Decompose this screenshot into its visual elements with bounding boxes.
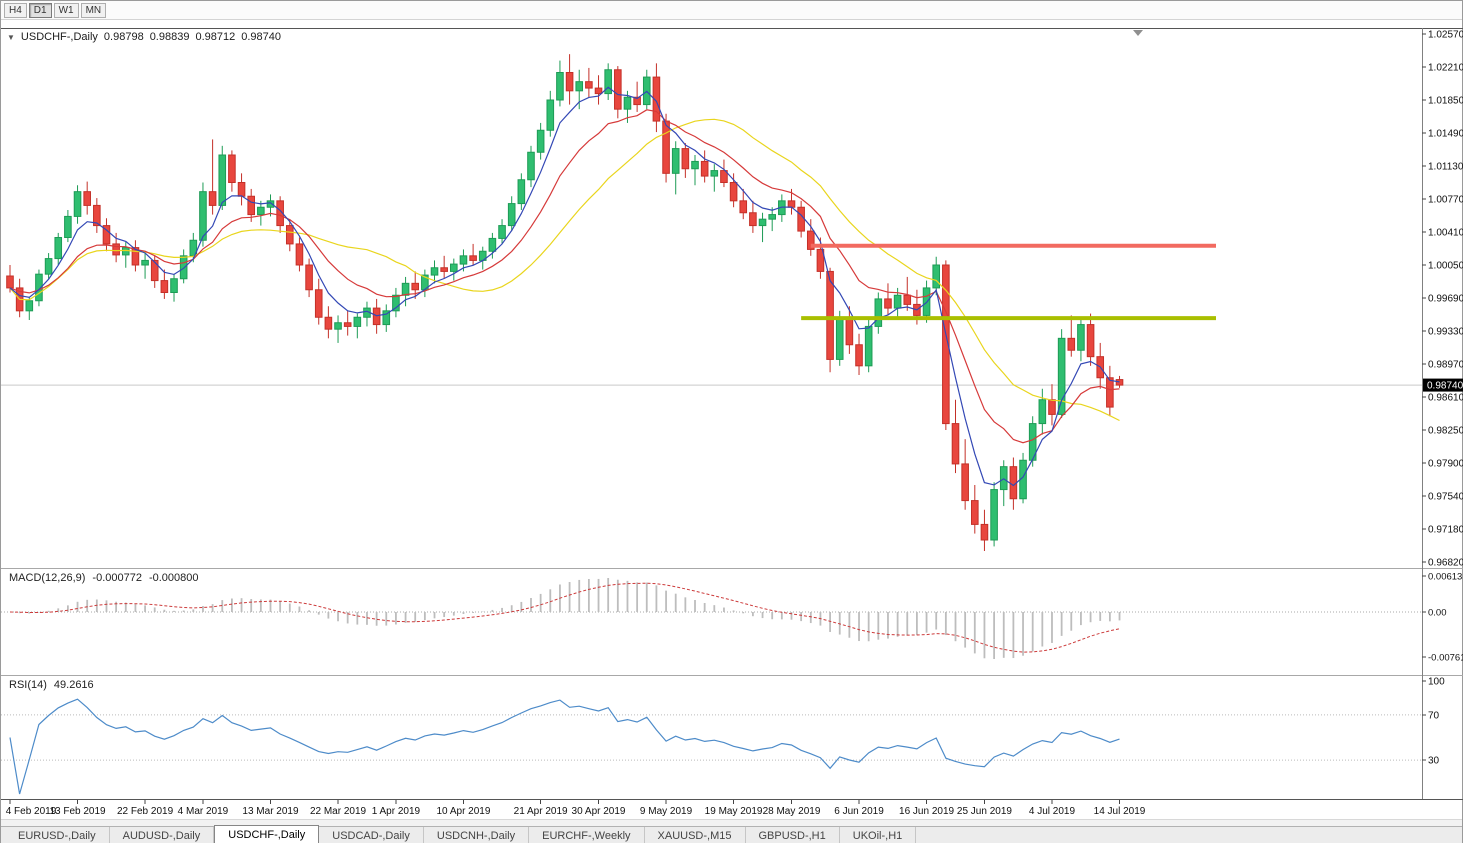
svg-text:22 Mar 2019: 22 Mar 2019 (310, 806, 367, 817)
svg-text:0.97900: 0.97900 (1428, 459, 1463, 470)
svg-text:14 Jul 2019: 14 Jul 2019 (1094, 806, 1146, 817)
svg-text:4 Feb 2019: 4 Feb 2019 (6, 806, 57, 817)
tab-xauusd-m15[interactable]: XAUUSD-,M15 (645, 827, 746, 843)
svg-text:0.98250: 0.98250 (1428, 426, 1463, 437)
svg-text:0.99330: 0.99330 (1428, 327, 1463, 338)
horizontal-scrollbar[interactable] (1, 819, 1462, 826)
macd-signal-line (9, 582, 1120, 653)
current-price-badge: 0.98740 (1423, 378, 1463, 392)
svg-text:21 Apr 2019: 21 Apr 2019 (514, 806, 568, 817)
tab-audusd-daily[interactable]: AUDUSD-,Daily (110, 827, 215, 843)
svg-text:1.00770: 1.00770 (1428, 195, 1463, 206)
ma-medium (9, 109, 1120, 444)
svg-text:10 Apr 2019: 10 Apr 2019 (436, 806, 490, 817)
svg-text:1.01850: 1.01850 (1428, 96, 1463, 107)
ma-slow (9, 118, 1120, 422)
svg-text:0.97540: 0.97540 (1428, 492, 1463, 503)
svg-text:25 Jun 2019: 25 Jun 2019 (957, 806, 1012, 817)
svg-text:16 Jun 2019: 16 Jun 2019 (899, 806, 954, 817)
svg-text:0.00: 0.00 (1428, 608, 1447, 619)
svg-text:0.99690: 0.99690 (1428, 294, 1463, 305)
svg-text:13 Feb 2019: 13 Feb 2019 (49, 806, 106, 817)
svg-text:0.98610: 0.98610 (1428, 393, 1463, 404)
svg-text:9 May 2019: 9 May 2019 (640, 806, 693, 817)
price-scale[interactable]: 1.02570 1.02210 1.01850 1.01490 1.01130 1.007… (1422, 30, 1463, 569)
svg-text:1.00410: 1.00410 (1428, 228, 1463, 239)
svg-text:4 Jul 2019: 4 Jul 2019 (1029, 806, 1076, 817)
svg-text:0.97180: 0.97180 (1428, 525, 1463, 536)
chart-shift-marker-icon[interactable] (1133, 30, 1143, 36)
tab-eurusd-daily[interactable]: EURUSD-,Daily (5, 827, 110, 843)
svg-text:0.96820: 0.96820 (1428, 558, 1463, 569)
chart-tab-bar: EURUSD-,Daily AUDUSD-,Daily USDCHF-,Daily U… (1, 825, 1462, 843)
svg-text:70: 70 (1428, 710, 1440, 721)
panel-borders (1, 28, 1463, 800)
svg-text:19 May 2019: 19 May 2019 (705, 806, 763, 817)
timeframe-d1-button[interactable]: D1 (28, 2, 52, 18)
svg-text:30 Apr 2019: 30 Apr 2019 (572, 806, 626, 817)
tab-usdcad-daily[interactable]: USDCAD-,Daily (319, 827, 424, 843)
rsi-panel[interactable]: 100 70 30 (1, 677, 1445, 795)
ma-fast (9, 86, 1120, 487)
timeframe-toolbar: H4 D1 W1 MN (1, 1, 1462, 20)
svg-text:-0.00761: -0.00761 (1428, 653, 1463, 664)
svg-text:100: 100 (1428, 677, 1445, 688)
svg-text:0.98970: 0.98970 (1428, 360, 1463, 371)
tab-gbpusd-h1[interactable]: GBPUSD-,H1 (746, 827, 840, 843)
svg-text:1.00050: 1.00050 (1428, 261, 1463, 272)
svg-text:22 Feb 2019: 22 Feb 2019 (117, 806, 174, 817)
svg-text:1.02210: 1.02210 (1428, 63, 1463, 74)
svg-text:4 Mar 2019: 4 Mar 2019 (178, 806, 229, 817)
rsi-line (9, 698, 1120, 795)
svg-text:1.02570: 1.02570 (1428, 30, 1463, 41)
candlestick-plot[interactable] (6, 54, 1124, 551)
tab-eurchf-weekly[interactable]: EURCHF-,Weekly (529, 827, 645, 843)
timeframe-h4-button[interactable]: H4 (4, 2, 27, 18)
svg-text:30: 30 (1428, 756, 1440, 767)
svg-text:0.98740: 0.98740 (1427, 381, 1463, 392)
svg-text:0.00613: 0.00613 (1428, 572, 1462, 583)
tab-ukoil-h1[interactable]: UKOil-,H1 (840, 827, 917, 843)
timeframe-mn-button[interactable]: MN (80, 2, 107, 18)
svg-text:1 Apr 2019: 1 Apr 2019 (372, 806, 421, 817)
svg-text:1.01490: 1.01490 (1428, 129, 1463, 140)
svg-text:28 May 2019: 28 May 2019 (763, 806, 821, 817)
svg-text:1.01130: 1.01130 (1428, 162, 1463, 173)
tab-usdcnh-daily[interactable]: USDCNH-,Daily (424, 827, 530, 843)
svg-text:13 Mar 2019: 13 Mar 2019 (242, 806, 299, 817)
timeframe-w1-button[interactable]: W1 (53, 2, 79, 18)
svg-text:6 Jun 2019: 6 Jun 2019 (834, 806, 884, 817)
tab-usdchf-daily[interactable]: USDCHF-,Daily (214, 825, 320, 843)
macd-panel[interactable]: 0.00613 0.00 -0.00761 (1, 572, 1463, 664)
